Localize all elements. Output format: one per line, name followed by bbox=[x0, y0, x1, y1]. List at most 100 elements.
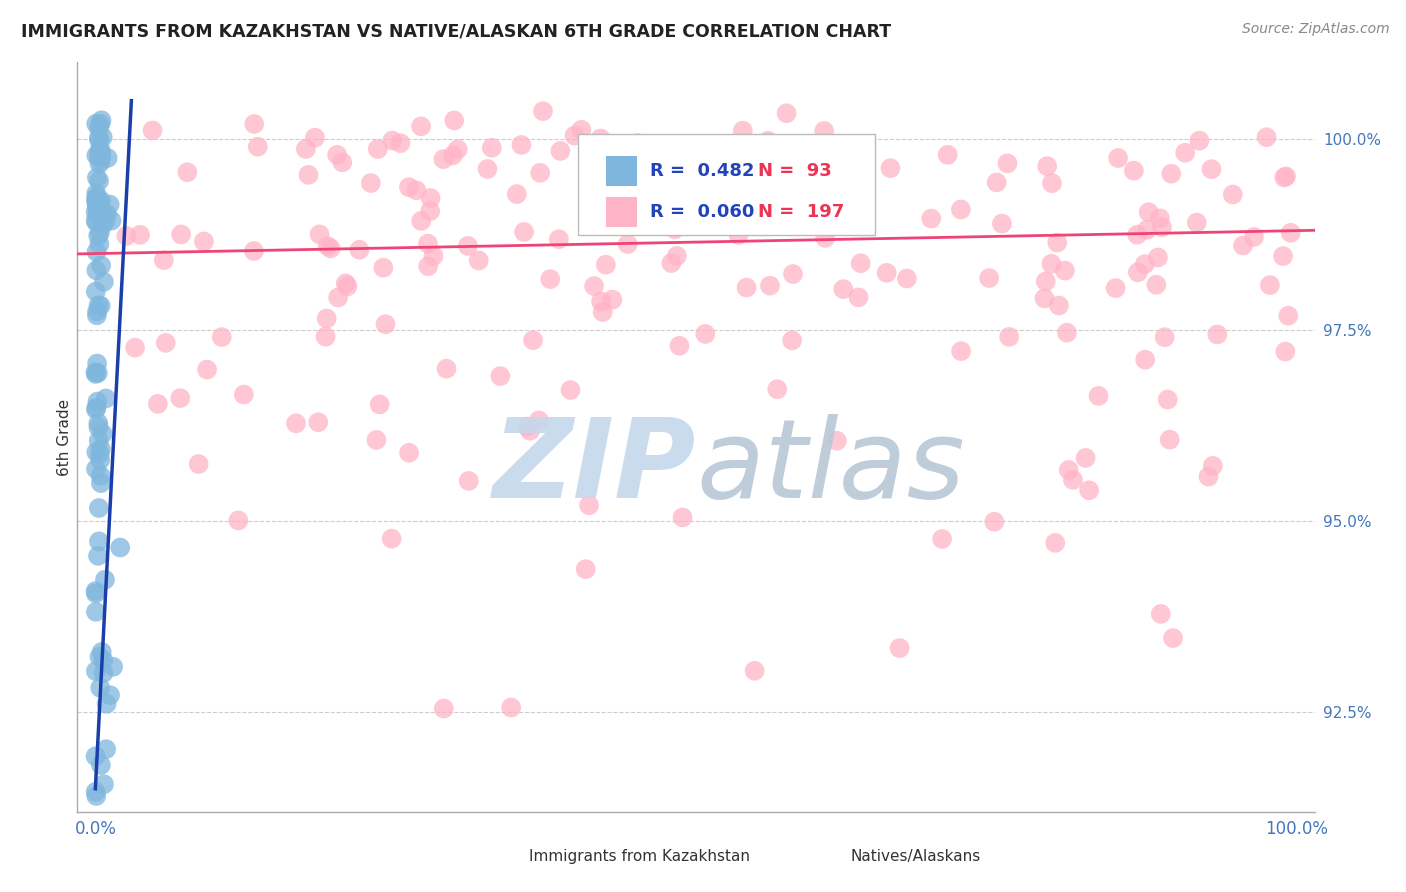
Point bbox=[489, 369, 512, 384]
Point bbox=[419, 191, 441, 205]
Point bbox=[195, 362, 218, 376]
Point bbox=[1161, 631, 1184, 645]
Point bbox=[170, 227, 193, 242]
Point bbox=[211, 330, 233, 344]
Point bbox=[89, 156, 111, 170]
Point bbox=[86, 304, 108, 318]
Point bbox=[811, 207, 834, 221]
Point bbox=[759, 143, 782, 157]
Point bbox=[1150, 220, 1173, 235]
Point bbox=[481, 141, 503, 155]
Point bbox=[90, 758, 112, 772]
Point bbox=[1040, 176, 1063, 190]
Point bbox=[89, 649, 111, 664]
Point bbox=[936, 148, 959, 162]
Point bbox=[315, 329, 337, 343]
Point bbox=[308, 227, 330, 242]
Point bbox=[90, 203, 112, 218]
Point bbox=[624, 180, 647, 194]
Point bbox=[84, 285, 107, 299]
Point bbox=[436, 361, 458, 376]
Point bbox=[87, 298, 110, 312]
Point bbox=[744, 664, 766, 678]
Point bbox=[1062, 473, 1084, 487]
Point bbox=[1243, 230, 1265, 244]
Point bbox=[86, 394, 108, 409]
Point bbox=[89, 142, 111, 156]
Point bbox=[84, 402, 107, 417]
Point bbox=[129, 227, 152, 242]
Point bbox=[368, 397, 391, 411]
Point bbox=[1105, 281, 1128, 295]
Point bbox=[153, 253, 176, 268]
FancyBboxPatch shape bbox=[820, 855, 838, 868]
Point bbox=[304, 130, 326, 145]
Point bbox=[655, 202, 678, 216]
Point bbox=[86, 197, 108, 211]
Text: atlas: atlas bbox=[696, 414, 965, 521]
Point bbox=[991, 217, 1014, 231]
Point bbox=[522, 333, 544, 347]
Text: Source: ZipAtlas.com: Source: ZipAtlas.com bbox=[1241, 22, 1389, 37]
Point bbox=[1149, 211, 1171, 226]
Point bbox=[1202, 458, 1225, 473]
Point bbox=[575, 562, 598, 576]
Point bbox=[1135, 352, 1157, 367]
Point bbox=[1126, 265, 1149, 279]
Point bbox=[84, 586, 107, 600]
Point bbox=[86, 401, 108, 415]
Point bbox=[1159, 433, 1181, 447]
Point bbox=[1256, 130, 1278, 145]
Text: Natives/Alaskans: Natives/Alaskans bbox=[851, 849, 981, 864]
Point bbox=[90, 442, 112, 457]
Point bbox=[90, 259, 112, 273]
Point bbox=[889, 641, 911, 656]
Point bbox=[1036, 159, 1059, 173]
Point bbox=[84, 117, 107, 131]
Point bbox=[87, 150, 110, 164]
FancyBboxPatch shape bbox=[606, 156, 637, 186]
Point bbox=[90, 476, 112, 491]
Point bbox=[896, 271, 918, 285]
Point bbox=[949, 202, 972, 217]
Point bbox=[96, 207, 118, 221]
Point bbox=[87, 416, 110, 430]
Point bbox=[1133, 257, 1156, 271]
Point bbox=[571, 123, 593, 137]
Point bbox=[90, 113, 112, 128]
Point bbox=[997, 156, 1019, 170]
Point bbox=[681, 186, 703, 200]
Point bbox=[94, 742, 117, 756]
Point bbox=[780, 334, 803, 348]
Point bbox=[87, 130, 110, 145]
Point bbox=[1147, 251, 1170, 265]
Point bbox=[624, 219, 647, 233]
Point bbox=[1277, 309, 1299, 323]
Point bbox=[665, 249, 688, 263]
Point bbox=[295, 142, 318, 156]
Point bbox=[1144, 277, 1167, 292]
Point bbox=[84, 785, 107, 799]
Point bbox=[84, 192, 107, 206]
Point bbox=[94, 213, 117, 227]
Point bbox=[837, 164, 859, 178]
Point bbox=[591, 294, 613, 309]
Point bbox=[1258, 278, 1281, 293]
Point bbox=[659, 256, 682, 270]
Point bbox=[1272, 249, 1295, 263]
FancyBboxPatch shape bbox=[606, 197, 637, 227]
Point bbox=[84, 664, 107, 678]
Point bbox=[90, 145, 112, 160]
Point bbox=[335, 277, 357, 291]
Point bbox=[692, 194, 714, 209]
Point bbox=[422, 249, 444, 263]
Point bbox=[950, 344, 973, 359]
Point bbox=[578, 498, 600, 512]
Point bbox=[731, 123, 754, 137]
Point bbox=[432, 152, 454, 166]
Point bbox=[228, 513, 250, 527]
Text: IMMIGRANTS FROM KAZAKHSTAN VS NATIVE/ALASKAN 6TH GRADE CORRELATION CHART: IMMIGRANTS FROM KAZAKHSTAN VS NATIVE/ALA… bbox=[21, 22, 891, 40]
Point bbox=[84, 205, 107, 219]
Point bbox=[583, 279, 606, 293]
Point bbox=[86, 215, 108, 229]
